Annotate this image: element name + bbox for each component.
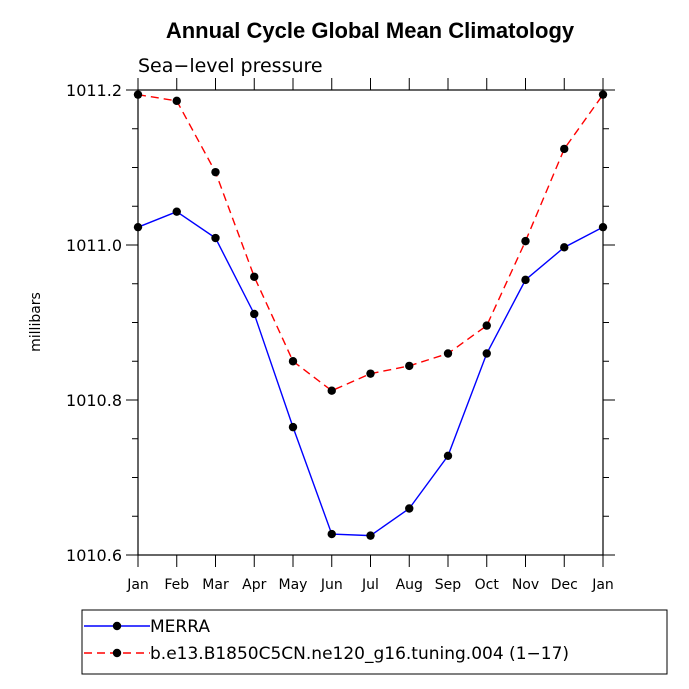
data-point [482, 321, 491, 330]
data-point [327, 386, 336, 395]
y-tick-label: 1011.2 [66, 81, 122, 100]
x-tick-label: Feb [164, 577, 189, 593]
data-point [405, 361, 414, 371]
x-tick-labels: Jan Feb Mar Apr May Jun Jul Aug Sep Oct Nov Dec Jan [126, 577, 614, 593]
data-point [288, 357, 298, 366]
data-point [598, 222, 608, 232]
data-point [405, 504, 414, 513]
x-tick-label: Sep [435, 577, 462, 593]
y-tick-label: 1011.0 [66, 236, 122, 255]
data-point [172, 96, 181, 106]
x-tick-label: Dec [551, 577, 578, 593]
series-line-1 [137, 93, 604, 392]
data-point [521, 275, 530, 285]
data-point [482, 349, 491, 358]
data-point [250, 272, 259, 281]
data-point [133, 222, 143, 232]
axis-ticks [126, 78, 615, 567]
data-point [366, 531, 375, 540]
data-point [133, 90, 143, 99]
x-tick-label: Jul [361, 577, 379, 593]
series-markers [133, 90, 608, 540]
x-tick-label: Mar [202, 577, 229, 593]
data-point [560, 243, 569, 252]
x-tick-label: Jun [320, 577, 343, 593]
chart-title: Annual Cycle Global Mean Climatology [166, 18, 575, 43]
x-tick-label: Nov [512, 577, 539, 593]
data-point [327, 529, 336, 539]
legend-marker [112, 648, 122, 658]
x-tick-label: Jan [126, 577, 149, 593]
plot-frame [137, 89, 604, 556]
legend-label: b.e13.B1850C5CN.ne120_g16.tuning.004 (1−… [150, 644, 569, 664]
data-point [521, 236, 530, 246]
y-tick-labels: 1010.6 1010.8 1011.0 1011.2 [66, 81, 122, 565]
x-tick-label: Aug [396, 577, 423, 593]
chart-subtitle: Sea−level pressure [138, 55, 323, 77]
y-tick-label: 1010.8 [66, 391, 122, 410]
legend: MERRA b.e13.B1850C5CN.ne120_g16.tuning.00… [81, 609, 668, 675]
data-point [172, 207, 181, 216]
x-tick-label: May [279, 577, 308, 593]
y-tick-label: 1010.6 [66, 546, 122, 565]
legend-label: MERRA [150, 617, 210, 637]
series-lines [137, 93, 604, 537]
x-tick-label: Apr [242, 577, 266, 593]
data-point [598, 90, 608, 99]
x-tick-label: Oct [475, 577, 500, 593]
legend-frame [81, 609, 668, 675]
x-tick-label: Jan [591, 577, 614, 593]
y-axis-label: millibars [28, 292, 44, 352]
data-point [443, 451, 453, 460]
data-point [560, 144, 569, 154]
data-point [211, 233, 220, 243]
data-point [211, 167, 220, 177]
data-point [288, 422, 298, 432]
data-point [250, 309, 259, 319]
data-point [443, 349, 453, 358]
legend-marker [112, 621, 122, 631]
data-point [366, 369, 375, 378]
